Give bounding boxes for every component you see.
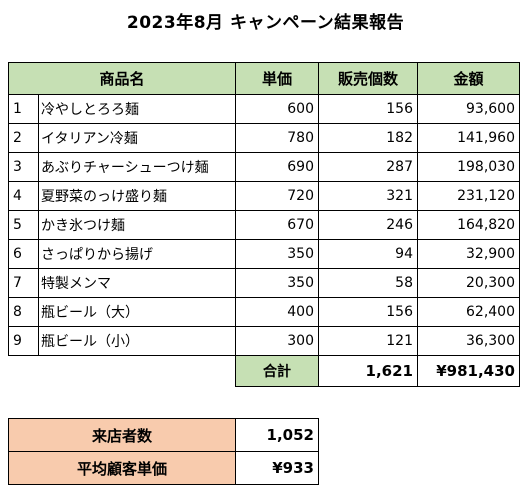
table-row: 5 かき氷つけ麺 670 246 164,820 xyxy=(8,210,520,240)
sales-table: 商品名 単価 販売個数 金額 1 冷やしとろろ麺 600 156 93,600 2 イタリア… xyxy=(8,62,520,387)
total-amount: ¥981,430 xyxy=(417,355,520,387)
unit-price: 300 xyxy=(235,326,319,356)
table-row: 8 瓶ビール（大） 400 156 62,400 xyxy=(8,297,520,327)
row-number: 9 xyxy=(8,326,39,356)
total-row: 合計 1,621 ¥981,430 xyxy=(8,355,520,387)
product-name: 特製メンマ xyxy=(38,268,236,298)
row-number: 6 xyxy=(8,239,39,269)
product-name: かき氷つけ麺 xyxy=(38,210,236,240)
row-number: 4 xyxy=(8,181,39,211)
product-name: 夏野菜のっけ盛り麺 xyxy=(38,181,236,211)
quantity-sold: 156 xyxy=(318,94,418,124)
table-header-row: 商品名 単価 販売個数 金額 xyxy=(8,62,520,95)
table-row: 1 冷やしとろろ麺 600 156 93,600 xyxy=(8,94,520,124)
quantity-sold: 287 xyxy=(318,152,418,182)
row-number: 3 xyxy=(8,152,39,182)
table-row: 3 あぶりチャーシューつけ麺 690 287 198,030 xyxy=(8,152,520,182)
amount: 36,300 xyxy=(417,326,520,356)
quantity-sold: 121 xyxy=(318,326,418,356)
amount: 164,820 xyxy=(417,210,520,240)
table-row: 4 夏野菜のっけ盛り麺 720 321 231,120 xyxy=(8,181,520,211)
product-name: 冷やしとろろ麺 xyxy=(38,94,236,124)
total-quantity: 1,621 xyxy=(318,355,418,387)
quantity-sold: 182 xyxy=(318,123,418,153)
table-row: 2 イタリアン冷麺 780 182 141,960 xyxy=(8,123,520,153)
table-row: 7 特製メンマ 350 58 20,300 xyxy=(8,268,520,298)
table-body: 1 冷やしとろろ麺 600 156 93,600 2 イタリアン冷麺 780 182 141,96… xyxy=(8,94,520,356)
row-number: 8 xyxy=(8,297,39,327)
visitors-label: 来店者数 xyxy=(8,418,236,452)
unit-price: 350 xyxy=(235,239,319,269)
quantity-sold: 321 xyxy=(318,181,418,211)
amount: 198,030 xyxy=(417,152,520,182)
table-row: 6 さっぱりから揚げ 350 94 32,900 xyxy=(8,239,520,269)
quantity-sold: 58 xyxy=(318,268,418,298)
unit-price: 400 xyxy=(235,297,319,327)
product-name: イタリアン冷麺 xyxy=(38,123,236,153)
amount: 32,900 xyxy=(417,239,520,269)
amount: 93,600 xyxy=(417,94,520,124)
amount: 141,960 xyxy=(417,123,520,153)
visitors-value: 1,052 xyxy=(235,418,319,452)
total-label: 合計 xyxy=(235,355,319,387)
quantity-sold: 94 xyxy=(318,239,418,269)
total-spacer xyxy=(8,355,236,387)
quantity-sold: 246 xyxy=(318,210,418,240)
table-row: 9 瓶ビール（小） 300 121 36,300 xyxy=(8,326,520,356)
row-number: 5 xyxy=(8,210,39,240)
row-number: 7 xyxy=(8,268,39,298)
unit-price: 670 xyxy=(235,210,319,240)
summary-row: 来店者数 1,052 xyxy=(8,418,319,452)
amount: 20,300 xyxy=(417,268,520,298)
header-quantity: 販売個数 xyxy=(318,62,418,95)
product-name: さっぱりから揚げ xyxy=(38,239,236,269)
unit-price: 720 xyxy=(235,181,319,211)
header-amount: 金額 xyxy=(417,62,520,95)
header-product-name: 商品名 xyxy=(8,62,236,95)
amount: 231,120 xyxy=(417,181,520,211)
summary-table: 来店者数 1,052 平均顧客単価 ¥933 xyxy=(8,418,319,485)
amount: 62,400 xyxy=(417,297,520,327)
page-title: 2023年8月 キャンペーン結果報告 xyxy=(126,13,405,33)
summary-row: 平均顧客単価 ¥933 xyxy=(8,451,319,485)
unit-price: 600 xyxy=(235,94,319,124)
product-name: あぶりチャーシューつけ麺 xyxy=(38,152,236,182)
header-unit-price: 単価 xyxy=(235,62,319,95)
quantity-sold: 156 xyxy=(318,297,418,327)
row-number: 2 xyxy=(8,123,39,153)
product-name: 瓶ビール（大） xyxy=(38,297,236,327)
row-number: 1 xyxy=(8,94,39,124)
unit-price: 690 xyxy=(235,152,319,182)
avg-spend-value: ¥933 xyxy=(235,451,319,485)
unit-price: 350 xyxy=(235,268,319,298)
product-name: 瓶ビール（小） xyxy=(38,326,236,356)
unit-price: 780 xyxy=(235,123,319,153)
avg-spend-label: 平均顧客単価 xyxy=(8,451,236,485)
